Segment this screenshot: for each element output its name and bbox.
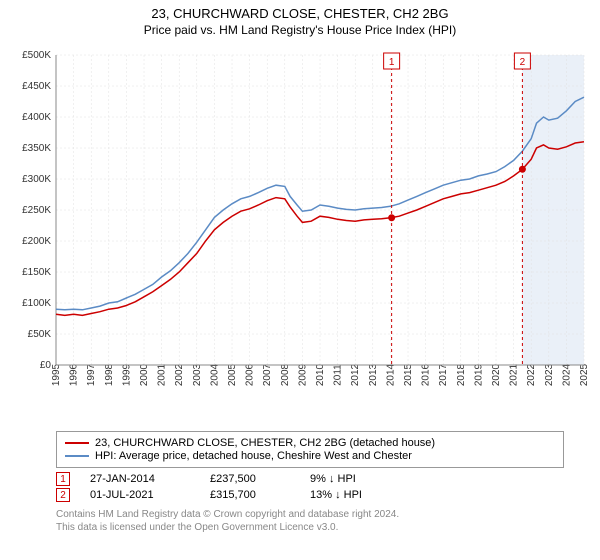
svg-text:2013: 2013 (368, 363, 379, 386)
svg-text:2022: 2022 (526, 363, 537, 386)
page-subtitle: Price paid vs. HM Land Registry's House … (6, 23, 594, 37)
svg-text:£250K: £250K (22, 205, 51, 216)
sale-point-1 (388, 214, 395, 221)
legend: 23, CHURCHWARD CLOSE, CHESTER, CH2 2BG (… (56, 431, 564, 468)
svg-text:2025: 2025 (579, 363, 590, 386)
svg-text:2006: 2006 (245, 363, 256, 386)
svg-text:2001: 2001 (157, 363, 168, 386)
svg-text:1999: 1999 (121, 363, 132, 386)
svg-text:2000: 2000 (139, 363, 150, 386)
svg-text:2023: 2023 (544, 363, 555, 386)
svg-text:2017: 2017 (438, 363, 449, 386)
sale-events-table: 1 27-JAN-2014 £237,500 9% ↓ HPI 2 01-JUL-2021… (56, 472, 564, 502)
legend-label: HPI: Average price, detached house, Ches… (95, 450, 412, 462)
sale-marker-label-2: 2 (520, 57, 526, 68)
svg-text:2005: 2005 (227, 363, 238, 386)
svg-text:£500K: £500K (22, 50, 51, 61)
footer-line-1: Contains HM Land Registry data © Crown c… (56, 508, 564, 521)
footer-attribution: Contains HM Land Registry data © Crown c… (56, 508, 564, 534)
svg-text:£450K: £450K (22, 81, 51, 92)
event-date: 01-JUL-2021 (90, 489, 190, 501)
chart-svg: £0 £50K £100K £150K £200K £250K £300K £350K £400… (6, 45, 594, 425)
svg-text:2024: 2024 (561, 363, 572, 386)
svg-text:1998: 1998 (104, 363, 115, 386)
svg-text:1996: 1996 (69, 363, 80, 386)
svg-text:1995: 1995 (51, 363, 62, 386)
footer-line-2: This data is licensed under the Open Gov… (56, 521, 564, 534)
svg-text:2020: 2020 (491, 363, 502, 386)
svg-text:£200K: £200K (22, 236, 51, 247)
svg-text:£100K: £100K (22, 298, 51, 309)
svg-text:2014: 2014 (385, 363, 396, 386)
sale-point-2 (519, 166, 526, 173)
svg-text:2010: 2010 (315, 363, 326, 386)
event-date: 27-JAN-2014 (90, 473, 190, 485)
svg-text:£150K: £150K (22, 267, 51, 278)
svg-text:£400K: £400K (22, 112, 51, 123)
svg-text:£350K: £350K (22, 143, 51, 154)
price-chart: £0 £50K £100K £150K £200K £250K £300K £350K £400… (6, 45, 594, 425)
event-price: £237,500 (210, 473, 290, 485)
svg-text:2011: 2011 (333, 364, 344, 386)
sale-marker-label-1: 1 (389, 57, 395, 68)
event-row: 1 27-JAN-2014 £237,500 9% ↓ HPI (56, 472, 564, 486)
svg-text:2009: 2009 (297, 363, 308, 386)
event-diff: 9% ↓ HPI (310, 473, 356, 485)
legend-swatch (65, 455, 89, 457)
event-marker: 1 (56, 472, 70, 486)
svg-text:2002: 2002 (174, 363, 185, 386)
svg-text:2015: 2015 (403, 363, 414, 386)
svg-text:2018: 2018 (456, 363, 467, 386)
event-row: 2 01-JUL-2021 £315,700 13% ↓ HPI (56, 488, 564, 502)
page-title: 23, CHURCHWARD CLOSE, CHESTER, CH2 2BG (6, 6, 594, 21)
svg-text:£300K: £300K (22, 174, 51, 185)
svg-text:2004: 2004 (209, 363, 220, 386)
svg-text:£0: £0 (40, 360, 52, 371)
svg-text:2019: 2019 (473, 363, 484, 386)
svg-text:2016: 2016 (421, 363, 432, 386)
svg-text:2003: 2003 (192, 363, 203, 386)
svg-text:1997: 1997 (86, 363, 97, 386)
svg-text:2007: 2007 (262, 363, 273, 386)
svg-text:£50K: £50K (28, 329, 52, 340)
svg-text:2012: 2012 (350, 363, 361, 386)
legend-row: 23, CHURCHWARD CLOSE, CHESTER, CH2 2BG (… (65, 437, 555, 449)
legend-row: HPI: Average price, detached house, Ches… (65, 450, 555, 462)
legend-label: 23, CHURCHWARD CLOSE, CHESTER, CH2 2BG (… (95, 437, 435, 449)
event-marker: 2 (56, 488, 70, 502)
event-diff: 13% ↓ HPI (310, 489, 362, 501)
event-price: £315,700 (210, 489, 290, 501)
svg-text:2021: 2021 (509, 363, 520, 386)
svg-text:2008: 2008 (280, 363, 291, 386)
legend-swatch (65, 442, 89, 444)
